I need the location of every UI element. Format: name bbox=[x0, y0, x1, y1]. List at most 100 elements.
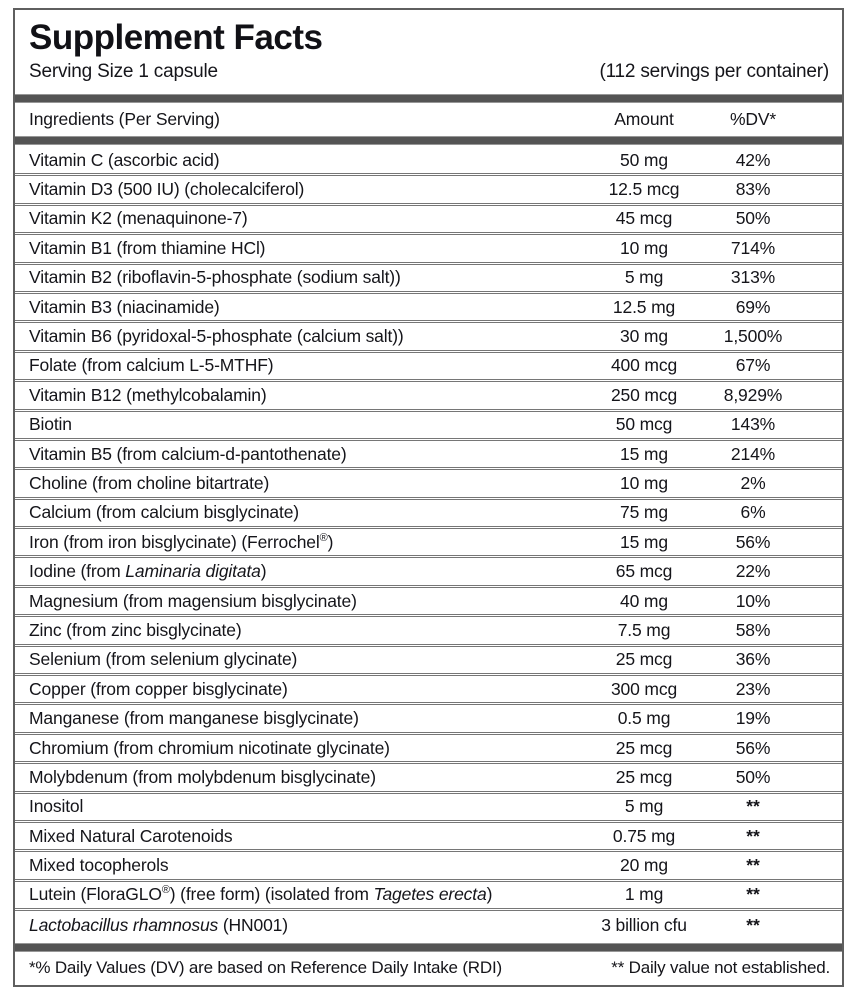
table-row: Vitamin B1 (from thiamine HCl) 10 mg 714% bbox=[15, 235, 842, 265]
ingredient-name-segment: Molybdenum (from molybdenum bisglycinate… bbox=[29, 766, 376, 787]
ingredient-name-segment: (HN001) bbox=[218, 915, 288, 936]
ingredient-name-cell: Choline (from choline bitartrate) bbox=[15, 473, 582, 494]
ingredient-name-cell: Manganese (from manganese bisglycinate) bbox=[15, 708, 582, 729]
amount-cell: 250 mcg bbox=[610, 384, 678, 405]
ingredient-name-segment: Vitamin K2 (menaquinone-7) bbox=[29, 208, 248, 229]
registered-mark: ® bbox=[161, 884, 170, 897]
ingredient-name-segment: Mixed tocopherols bbox=[29, 855, 169, 876]
column-header-ingredient: Ingredients (Per Serving) bbox=[29, 109, 220, 129]
ingredient-name-segment: Biotin bbox=[29, 414, 72, 435]
amount-cell: 15 mg bbox=[620, 443, 668, 464]
ingredient-name-cell: Mixed tocopherols bbox=[15, 855, 582, 876]
dv-cell: 8,929% bbox=[723, 384, 783, 405]
ingredient-name-segment: Magnesium (from magensium bisglycinate) bbox=[29, 590, 357, 611]
dv-cell: 22% bbox=[735, 561, 771, 582]
dv-cell: 214% bbox=[730, 443, 776, 464]
dv-cell: 2% bbox=[740, 472, 766, 493]
ingredient-name-cell: Vitamin K2 (menaquinone-7) bbox=[15, 208, 582, 229]
ingredient-name-cell: Iodine (from Laminaria digitata) bbox=[15, 561, 582, 582]
serving-line: Serving Size 1 capsule (112 servings per… bbox=[29, 61, 829, 83]
ingredient-name-segment: Iron (from iron bisglycinate) (Ferrochel bbox=[29, 531, 320, 552]
serving-size-text: Serving Size 1 capsule bbox=[29, 61, 218, 83]
amount-cell: 50 mg bbox=[620, 149, 668, 170]
dv-cell: ** bbox=[746, 796, 760, 817]
dv-cell: 143% bbox=[730, 414, 776, 435]
ingredient-name-cell: Vitamin C (ascorbic acid) bbox=[15, 150, 582, 171]
ingredient-name-segment: ) bbox=[260, 561, 267, 582]
not-established-footnote: ** Daily value not established. bbox=[611, 958, 830, 978]
amount-cell: 45 mcg bbox=[615, 208, 673, 229]
ingredient-name-cell: Mixed Natural Carotenoids bbox=[15, 826, 582, 847]
dv-cell: 714% bbox=[730, 237, 776, 258]
table-row: Vitamin C (ascorbic acid) 50 mg 42% bbox=[15, 147, 842, 177]
label-title: Supplement Facts bbox=[29, 18, 323, 57]
table-row: Selenium (from selenium glycinate) 25 mcg… bbox=[15, 647, 842, 677]
ingredient-name-cell: Biotin bbox=[15, 414, 582, 435]
ingredient-name-segment: Inositol bbox=[29, 796, 84, 817]
dv-cell: 50% bbox=[735, 208, 771, 229]
ingredient-name-segment: Choline (from choline bitartrate) bbox=[29, 472, 270, 493]
ingredient-name-cell: Lactobacillus rhamnosus (HN001) bbox=[15, 915, 582, 936]
ingredient-name-segment: Tagetes erecta bbox=[373, 884, 487, 905]
amount-cell: 25 mcg bbox=[615, 766, 673, 787]
amount-cell: 50 mcg bbox=[615, 414, 673, 435]
amount-cell: 65 mcg bbox=[615, 561, 673, 582]
dv-cell: 42% bbox=[735, 149, 771, 170]
divider-bar-bottom bbox=[15, 942, 842, 952]
dv-cell: ** bbox=[746, 825, 760, 846]
table-row: Choline (from choline bitartrate) 10 mg 2% bbox=[15, 470, 842, 500]
dv-cell: 313% bbox=[730, 267, 776, 288]
ingredient-name-cell: Vitamin B1 (from thiamine HCl) bbox=[15, 238, 582, 259]
amount-cell: 0.75 mg bbox=[612, 825, 676, 846]
ingredient-name-cell: Vitamin B12 (methylcobalamin) bbox=[15, 385, 582, 406]
amount-cell: 25 mcg bbox=[615, 649, 673, 670]
supplement-facts-label: Supplement Facts Serving Size 1 capsule … bbox=[13, 8, 844, 987]
amount-cell: 7.5 mg bbox=[617, 619, 671, 640]
amount-cell: 75 mg bbox=[620, 502, 668, 523]
table-header-row: Ingredients (Per Serving) Amount %DV* bbox=[15, 105, 842, 134]
label-header: Supplement Facts Serving Size 1 capsule … bbox=[15, 10, 842, 92]
table-row: Lactobacillus rhamnosus (HN001) 3 billion… bbox=[15, 911, 842, 940]
dv-footnote: *% Daily Values (DV) are based on Refere… bbox=[29, 958, 502, 978]
ingredient-name-segment: Folate (from calcium L-5-MTHF) bbox=[29, 355, 274, 376]
ingredient-name-segment: Lactobacillus rhamnosus bbox=[29, 915, 219, 936]
divider-bar-top bbox=[15, 94, 842, 103]
dv-cell: 36% bbox=[735, 649, 771, 670]
ingredient-name-cell: Calcium (from calcium bisglycinate) bbox=[15, 502, 582, 523]
amount-cell: 400 mcg bbox=[610, 355, 678, 376]
dv-cell: 6% bbox=[740, 502, 766, 523]
dv-cell: 69% bbox=[735, 296, 771, 317]
dv-cell: 83% bbox=[735, 179, 771, 200]
dv-cell: ** bbox=[746, 855, 760, 876]
amount-cell: 20 mg bbox=[620, 855, 668, 876]
dv-cell: 23% bbox=[735, 678, 771, 699]
dv-cell: ** bbox=[746, 915, 760, 936]
dv-cell: 56% bbox=[735, 531, 771, 552]
table-row: Mixed Natural Carotenoids 0.75 mg ** bbox=[15, 823, 842, 853]
ingredient-name-cell: Vitamin B6 (pyridoxal-5-phosphate (calci… bbox=[15, 326, 582, 347]
ingredient-name-segment: Lutein (FloraGLO bbox=[29, 884, 162, 905]
dv-cell: 67% bbox=[735, 355, 771, 376]
table-row: Zinc (from zinc bisglycinate) 7.5 mg 58% bbox=[15, 617, 842, 647]
ingredient-name-cell: Lutein (FloraGLO®) (free form) (isolated… bbox=[15, 884, 582, 905]
amount-cell: 30 mg bbox=[620, 326, 668, 347]
ingredient-name-cell: Folate (from calcium L-5-MTHF) bbox=[15, 355, 582, 376]
registered-mark: ® bbox=[319, 531, 328, 544]
table-row: Copper (from copper bisglycinate) 300 mcg… bbox=[15, 676, 842, 706]
ingredient-name-segment: Iodine (from bbox=[29, 561, 126, 582]
dv-cell: 1,500% bbox=[723, 326, 783, 347]
dv-cell: 50% bbox=[735, 766, 771, 787]
amount-cell: 15 mg bbox=[620, 531, 668, 552]
ingredient-name-segment: Vitamin B2 (riboflavin-5-phosphate (sodi… bbox=[29, 267, 401, 288]
table-row: Calcium (from calcium bisglycinate) 75 mg… bbox=[15, 500, 842, 530]
ingredient-name-segment: Vitamin B6 (pyridoxal-5-phosphate (calci… bbox=[29, 326, 404, 347]
table-row: Vitamin B2 (riboflavin-5-phosphate (sodi… bbox=[15, 265, 842, 294]
ingredient-name-cell: Vitamin B3 (niacinamide) bbox=[15, 297, 582, 318]
ingredient-name-cell: Selenium (from selenium glycinate) bbox=[15, 649, 582, 670]
amount-cell: 300 mcg bbox=[610, 678, 678, 699]
ingredient-name-cell: Magnesium (from magensium bisglycinate) bbox=[15, 591, 582, 612]
ingredient-name-cell: Inositol bbox=[15, 796, 582, 817]
table-row: Mixed tocopherols 20 mg ** bbox=[15, 852, 842, 882]
table-row: Magnesium (from magensium bisglycinate) 4… bbox=[15, 588, 842, 618]
ingredient-name-cell: Vitamin B2 (riboflavin-5-phosphate (sodi… bbox=[15, 267, 582, 288]
